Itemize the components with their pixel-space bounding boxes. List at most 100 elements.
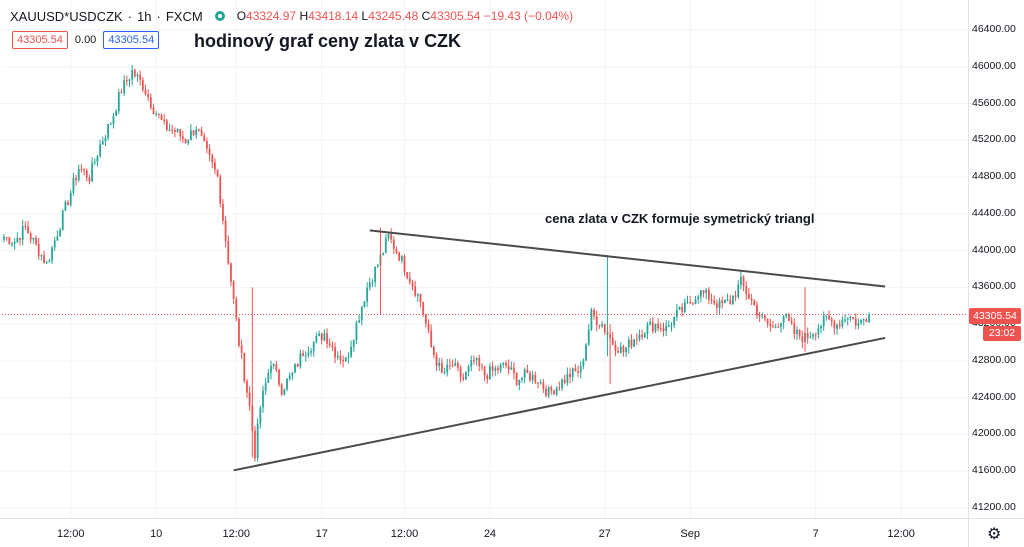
candle-body	[617, 350, 619, 353]
candle	[777, 322, 780, 328]
candle-body	[395, 249, 398, 253]
candle	[307, 346, 310, 358]
candle-body	[857, 323, 860, 326]
candle	[603, 323, 606, 336]
candle-body	[27, 226, 29, 234]
candle-body	[646, 324, 649, 334]
chart-annotation: cena zlata v CZK formuje symetrický tria…	[545, 211, 815, 226]
candle-body	[764, 315, 766, 319]
candle	[790, 316, 793, 326]
candle	[136, 72, 139, 82]
open-value: 43324.97	[246, 9, 297, 23]
candle-body	[678, 306, 681, 310]
candle-body	[120, 92, 123, 94]
candle-body	[53, 240, 56, 248]
candle-body	[107, 124, 110, 138]
candle	[774, 323, 777, 329]
candle-body	[211, 155, 214, 163]
price-tick-label: 45600.00	[972, 96, 1016, 109]
settings-gear-icon[interactable]: ⚙	[987, 526, 1002, 543]
candle	[171, 124, 174, 135]
time-tick-label: Sep	[680, 528, 700, 540]
candle	[617, 347, 619, 353]
candle	[67, 199, 69, 206]
candle	[641, 329, 644, 341]
candle	[344, 357, 347, 362]
candle-body	[435, 355, 438, 366]
candle-body	[822, 315, 825, 327]
candle	[320, 332, 323, 345]
candle-body	[80, 168, 83, 170]
candle-body	[699, 290, 702, 297]
candle-body	[830, 319, 833, 322]
candle-body	[537, 382, 539, 384]
candle	[857, 318, 860, 330]
candle-body	[347, 356, 350, 358]
candle	[152, 103, 155, 115]
candle	[8, 236, 11, 245]
candle-body	[235, 298, 238, 319]
buy-price-button[interactable]: 43305.54	[103, 31, 160, 49]
sell-price-button[interactable]: 43305.54	[12, 31, 68, 49]
candle	[686, 295, 689, 304]
candle-body	[424, 314, 427, 324]
candle-body	[416, 294, 419, 296]
candle	[822, 311, 825, 331]
candle	[256, 418, 259, 462]
candle	[769, 318, 772, 332]
candle	[155, 110, 158, 117]
candle	[214, 158, 216, 175]
candle-body	[371, 282, 374, 284]
candle-body	[724, 299, 726, 304]
candle-body	[748, 294, 750, 299]
candle	[646, 321, 649, 340]
candle-body	[553, 390, 555, 395]
candle	[288, 372, 291, 382]
candle	[398, 251, 401, 262]
candle	[131, 64, 134, 86]
candle-body	[339, 355, 342, 360]
interval-label[interactable]: 1h	[137, 8, 152, 24]
candle	[176, 128, 179, 133]
candle-body	[814, 334, 817, 336]
symbol-label[interactable]: XAUUSD*USDCZK	[10, 8, 123, 24]
candle-body	[641, 334, 644, 338]
candle	[852, 316, 854, 320]
candle-body	[686, 301, 689, 303]
candle	[726, 293, 729, 302]
candle	[216, 169, 219, 178]
candle-body	[16, 237, 19, 243]
candle	[318, 330, 320, 337]
candle	[56, 230, 59, 242]
candle	[643, 332, 646, 339]
candle-body	[817, 328, 820, 335]
candle	[571, 367, 574, 382]
candle-body	[240, 345, 243, 353]
candle	[419, 293, 422, 308]
candle-body	[854, 318, 857, 326]
candle-body	[750, 298, 753, 301]
candle-body	[382, 252, 385, 255]
candle	[593, 307, 595, 320]
candle-body	[262, 390, 264, 408]
candle-body	[318, 333, 320, 336]
candle	[587, 324, 590, 346]
candle	[721, 296, 724, 309]
candle	[734, 290, 737, 302]
candle-body	[195, 129, 198, 135]
candle-body	[683, 302, 686, 312]
candle	[173, 127, 176, 138]
candle	[91, 157, 94, 183]
price-tick-label: 44800.00	[972, 170, 1016, 183]
candle	[310, 347, 312, 357]
candle-body	[670, 325, 673, 327]
candle	[88, 174, 91, 185]
candle	[806, 327, 809, 344]
candle-body	[422, 301, 425, 315]
candle-body	[157, 113, 160, 115]
market-status-icon[interactable]	[214, 11, 225, 21]
candle	[475, 357, 478, 366]
candle-body	[125, 80, 128, 82]
candle-body	[529, 372, 531, 381]
